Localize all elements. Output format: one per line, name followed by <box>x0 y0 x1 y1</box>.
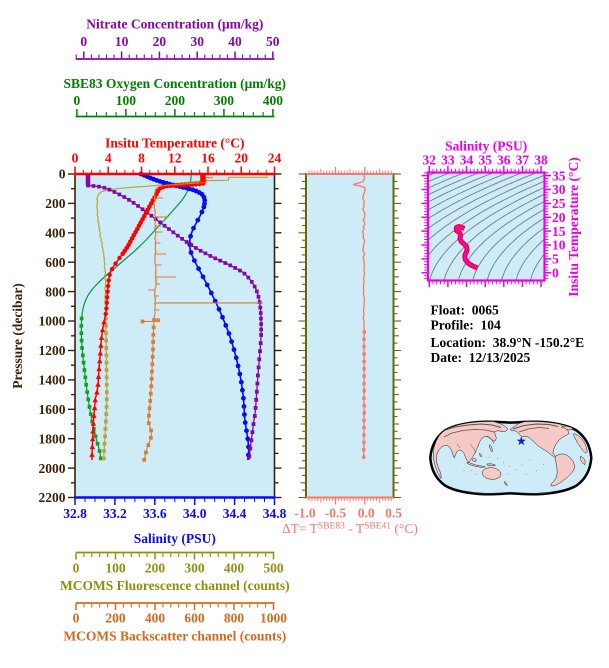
svg-text:Salinity (PSU): Salinity (PSU) <box>445 139 527 154</box>
svg-text:600: 600 <box>184 610 205 625</box>
svg-text:25: 25 <box>552 196 566 211</box>
svg-text:12: 12 <box>168 150 182 165</box>
svg-text:2000: 2000 <box>39 461 66 476</box>
svg-text:0: 0 <box>73 610 80 625</box>
svg-text:30: 30 <box>190 34 204 49</box>
svg-text:Insitu Temperature (°C): Insitu Temperature (°C) <box>566 157 581 296</box>
svg-text:500: 500 <box>263 560 284 575</box>
svg-text:35: 35 <box>478 153 492 168</box>
svg-text:2200: 2200 <box>39 490 66 505</box>
svg-text:200: 200 <box>165 93 186 108</box>
svg-text:32.8: 32.8 <box>63 506 87 521</box>
svg-text:20: 20 <box>234 150 248 165</box>
svg-text:32: 32 <box>423 153 437 168</box>
svg-text:0.0: 0.0 <box>358 505 375 520</box>
svg-text:-1.0: -1.0 <box>294 505 316 520</box>
svg-text:1200: 1200 <box>39 343 66 358</box>
svg-text:200: 200 <box>105 610 126 625</box>
svg-text:Float: 0065: Float: 0065 <box>431 303 499 318</box>
svg-text:Pressure (decibar): Pressure (decibar) <box>10 283 25 389</box>
svg-text:800: 800 <box>45 284 66 299</box>
svg-text:1400: 1400 <box>39 373 66 388</box>
svg-text:20: 20 <box>552 210 566 225</box>
svg-text:34.0: 34.0 <box>183 506 207 521</box>
svg-text:300: 300 <box>184 560 205 575</box>
svg-text:24: 24 <box>268 150 282 165</box>
svg-text:600: 600 <box>45 255 66 270</box>
svg-text:1800: 1800 <box>39 431 66 446</box>
svg-text:Insitu Temperature (°C): Insitu Temperature (°C) <box>105 136 244 151</box>
svg-text:ΔT= TSBE83 - TSBE41 (°C): ΔT= TSBE83 - TSBE41 (°C) <box>282 521 418 536</box>
svg-text:1000: 1000 <box>260 610 287 625</box>
svg-text:Profile: 104: Profile: 104 <box>431 318 501 333</box>
svg-text:200: 200 <box>145 560 166 575</box>
svg-text:MCOMS Fluorescence channel (co: MCOMS Fluorescence channel (counts) <box>60 578 290 593</box>
svg-text:Location: 38.9°N -150.2°E: Location: 38.9°N -150.2°E <box>431 335 585 350</box>
svg-text:16: 16 <box>201 150 215 165</box>
svg-text:Date: 12/13/2025: Date: 12/13/2025 <box>431 350 531 365</box>
svg-text:34.8: 34.8 <box>263 506 287 521</box>
svg-text:34.4: 34.4 <box>223 506 247 521</box>
svg-text:0: 0 <box>72 150 79 165</box>
svg-text:400: 400 <box>145 610 166 625</box>
svg-text:0.5: 0.5 <box>385 505 402 520</box>
svg-text:0: 0 <box>59 167 66 182</box>
svg-text:10: 10 <box>115 34 129 49</box>
svg-text:400: 400 <box>224 560 245 575</box>
svg-text:MCOMS Backscatter channel (cou: MCOMS Backscatter channel (counts) <box>63 628 286 643</box>
svg-text:37: 37 <box>516 153 530 168</box>
svg-text:33.2: 33.2 <box>103 506 127 521</box>
svg-text:SBE83 Oxygen Concentration (μm: SBE83 Oxygen Concentration (μm/kg) <box>64 76 287 91</box>
svg-text:40: 40 <box>228 34 242 49</box>
svg-text:Nitrate Concentration (μm/kg): Nitrate Concentration (μm/kg) <box>86 16 263 31</box>
svg-text:0: 0 <box>80 34 87 49</box>
svg-text:-0.5: -0.5 <box>325 505 347 520</box>
svg-text:15: 15 <box>552 224 566 239</box>
svg-text:10: 10 <box>552 238 566 253</box>
svg-text:1600: 1600 <box>39 402 66 417</box>
svg-text:35: 35 <box>552 168 566 183</box>
svg-text:400: 400 <box>263 93 284 108</box>
svg-text:20: 20 <box>153 34 167 49</box>
svg-text:300: 300 <box>214 93 235 108</box>
svg-text:100: 100 <box>116 93 137 108</box>
svg-text:36: 36 <box>497 153 511 168</box>
svg-text:1000: 1000 <box>39 314 66 329</box>
svg-text:50: 50 <box>266 34 280 49</box>
svg-text:5: 5 <box>552 252 559 267</box>
svg-text:0: 0 <box>73 560 80 575</box>
svg-text:33.6: 33.6 <box>143 506 167 521</box>
svg-text:100: 100 <box>105 560 126 575</box>
svg-text:800: 800 <box>224 610 245 625</box>
svg-text:34: 34 <box>460 153 474 168</box>
svg-text:200: 200 <box>45 196 66 211</box>
svg-text:0: 0 <box>552 266 559 281</box>
svg-text:8: 8 <box>138 150 145 165</box>
svg-text:400: 400 <box>45 226 66 241</box>
svg-text:4: 4 <box>105 150 112 165</box>
svg-text:30: 30 <box>552 182 566 197</box>
svg-text:Salinity (PSU): Salinity (PSU) <box>134 531 216 546</box>
svg-text:33: 33 <box>441 153 455 168</box>
svg-text:38: 38 <box>534 153 548 168</box>
svg-text:0: 0 <box>74 93 81 108</box>
